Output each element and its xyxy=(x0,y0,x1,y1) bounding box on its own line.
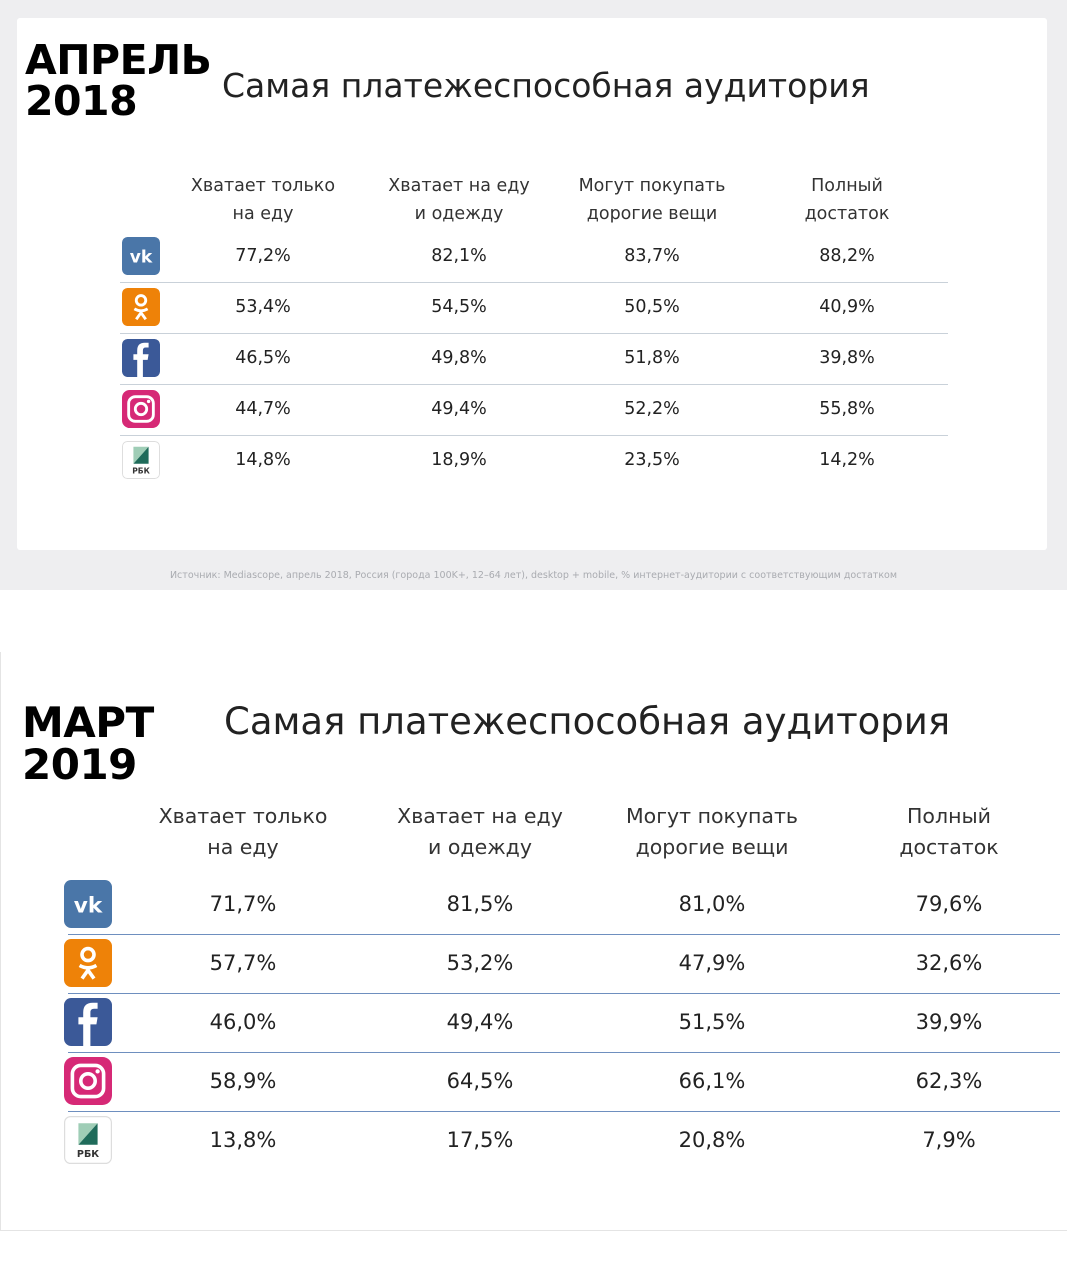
row-divider xyxy=(120,434,948,436)
column-header-line: Хватает только xyxy=(190,176,336,196)
table-cell: 46,0% xyxy=(209,1010,277,1034)
column-header-line: Могут покупать xyxy=(625,804,799,828)
table-cell: 23,5% xyxy=(624,450,680,470)
table-cell: 62,3% xyxy=(915,1069,983,1093)
period-year: 2019 xyxy=(22,740,137,789)
table-cell: 58,9% xyxy=(209,1069,277,1093)
column-header-line: на еду xyxy=(232,204,294,224)
column-header-line: Хватает на еду xyxy=(388,176,530,196)
table-cell: 53,4% xyxy=(235,297,291,317)
table-cell: 71,7% xyxy=(209,892,277,916)
facebook-icon xyxy=(122,339,160,377)
row-divider xyxy=(68,1110,1060,1112)
table-cell: 50,5% xyxy=(624,297,680,317)
column-header-line: и одежду xyxy=(414,204,504,224)
column-header-line: Могут покупать xyxy=(578,176,726,196)
column-header-line: Хватает только xyxy=(158,804,328,828)
svg-text:vk: vk xyxy=(74,893,103,918)
column-header-line: и одежду xyxy=(428,835,532,859)
column-header-line: Хватает на еду xyxy=(397,804,563,828)
table-cell: 51,5% xyxy=(678,1010,746,1034)
column-header-line: на еду xyxy=(207,835,279,859)
row-divider xyxy=(120,281,948,283)
table-cell: 54,5% xyxy=(431,297,487,317)
row-divider xyxy=(120,383,948,385)
column-header: Полный достаток xyxy=(805,172,890,228)
table-cell: 79,6% xyxy=(915,892,983,916)
table-cell: 55,8% xyxy=(819,399,875,419)
row-divider xyxy=(120,332,948,334)
odnoklassniki-icon xyxy=(122,288,160,326)
column-header-line: Полный xyxy=(811,176,883,196)
row-divider xyxy=(68,992,1060,994)
svg-text:vk: vk xyxy=(130,248,153,268)
rbc-icon: РБК xyxy=(64,1116,112,1164)
vk-icon: vk xyxy=(64,880,112,928)
table-cell: 39,8% xyxy=(819,348,875,368)
column-header: Могут покупать дорогие вещи xyxy=(579,172,726,228)
column-header-line: достаток xyxy=(804,204,890,224)
row-divider xyxy=(68,1051,1060,1053)
source-note: Источник: Mediascope, апрель 2018, Росси… xyxy=(169,570,898,581)
table-cell: 81,5% xyxy=(446,892,514,916)
table-cell: 57,7% xyxy=(209,951,277,975)
page-title-2018: Самая платежеспособная аудитория xyxy=(222,66,870,105)
table-cell: 49,4% xyxy=(431,399,487,419)
page-title-2019: Самая платежеспособная аудитория xyxy=(224,700,951,743)
column-header: Хватает на еду и одежду xyxy=(388,172,529,228)
table-cell: 77,2% xyxy=(235,246,291,266)
column-header-line: дорогие вещи xyxy=(586,204,718,224)
svg-text:РБК: РБК xyxy=(77,1149,99,1160)
period-label-2018: АПРЕЛЬ 2018 xyxy=(25,36,212,125)
table-cell: 14,8% xyxy=(235,450,291,470)
period-month: АПРЕЛЬ xyxy=(25,36,212,84)
odnoklassniki-icon xyxy=(64,939,112,987)
table-cell: 40,9% xyxy=(819,297,875,317)
column-header: Полный достаток xyxy=(899,801,998,863)
table-cell: 88,2% xyxy=(819,246,875,266)
table-cell: 82,1% xyxy=(431,246,487,266)
table-cell: 46,5% xyxy=(235,348,291,368)
table-cell: 39,9% xyxy=(915,1010,983,1034)
table-cell: 14,2% xyxy=(819,450,875,470)
instagram-icon xyxy=(64,1057,112,1105)
table-cell: 18,9% xyxy=(431,450,487,470)
table-cell: 49,8% xyxy=(431,348,487,368)
table-cell: 49,4% xyxy=(446,1010,514,1034)
svg-text:РБК: РБК xyxy=(132,466,150,475)
panel-2018-card xyxy=(17,18,1047,550)
column-header-line: Полный xyxy=(907,804,991,828)
table-cell: 81,0% xyxy=(678,892,746,916)
table-cell: 64,5% xyxy=(446,1069,514,1093)
column-header: Хватает только на еду xyxy=(191,172,335,228)
table-cell: 20,8% xyxy=(678,1128,746,1152)
table-cell: 66,1% xyxy=(678,1069,746,1093)
table-cell: 52,2% xyxy=(624,399,680,419)
column-header: Хватает на еду и одежду xyxy=(397,801,563,863)
column-header-line: дорогие вещи xyxy=(635,835,789,859)
table-cell: 51,8% xyxy=(624,348,680,368)
instagram-icon xyxy=(122,390,160,428)
table-cell: 7,9% xyxy=(922,1128,976,1152)
rbc-icon: РБК xyxy=(122,441,160,479)
table-cell: 13,8% xyxy=(209,1128,277,1152)
row-divider xyxy=(68,933,1060,935)
period-year: 2018 xyxy=(25,77,138,125)
table-cell: 53,2% xyxy=(446,951,514,975)
table-cell: 32,6% xyxy=(915,951,983,975)
table-cell: 44,7% xyxy=(235,399,291,419)
period-month: МАРТ xyxy=(22,698,154,747)
table-cell: 83,7% xyxy=(624,246,680,266)
column-header-line: достаток xyxy=(899,835,999,859)
facebook-icon xyxy=(64,998,112,1046)
panel-2019-frame xyxy=(0,652,1067,1231)
column-header: Могут покупать дорогие вещи xyxy=(626,801,798,863)
table-cell: 47,9% xyxy=(678,951,746,975)
table-cell: 17,5% xyxy=(446,1128,514,1152)
period-label-2019: МАРТ 2019 xyxy=(22,702,154,786)
vk-icon: vk xyxy=(122,237,160,275)
column-header: Хватает только на еду xyxy=(159,801,328,863)
